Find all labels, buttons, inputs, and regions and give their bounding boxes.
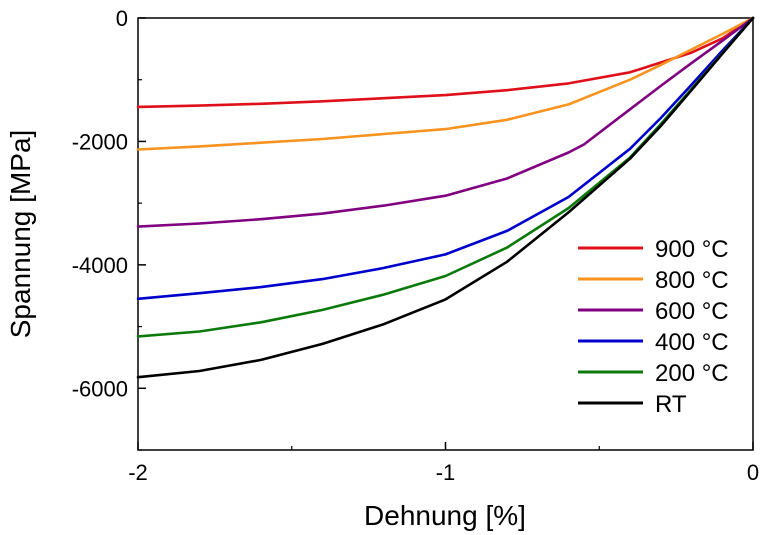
series-line-3 bbox=[136, 16, 755, 301]
x-tick-label: 0 bbox=[747, 460, 759, 485]
legend-label: 800 °C bbox=[655, 267, 729, 294]
x-tick-label: -1 bbox=[436, 460, 456, 485]
legend-label: 200 °C bbox=[655, 360, 729, 387]
series-line-0 bbox=[136, 16, 755, 109]
y-tick-label: -2000 bbox=[72, 129, 128, 154]
legend-label: 900 °C bbox=[655, 236, 729, 263]
legend: 900 °C 800 °C 600 °C 400 °C 200 °C RT bbox=[578, 236, 729, 418]
x-axis-label: Dehnung [%] bbox=[364, 500, 526, 531]
x-tick-label: -2 bbox=[128, 460, 148, 485]
series-line-5 bbox=[136, 16, 755, 379]
legend-label: 600 °C bbox=[655, 298, 729, 325]
axis-ticks bbox=[137, 17, 754, 451]
series-line-2 bbox=[136, 16, 755, 228]
y-axis-label: Spannung [MPa] bbox=[5, 130, 36, 339]
series-lines bbox=[136, 16, 755, 379]
legend-label: RT bbox=[655, 391, 687, 418]
series-line-1 bbox=[136, 16, 755, 151]
y-tick-label: -4000 bbox=[72, 253, 128, 278]
y-tick-label: 0 bbox=[116, 6, 128, 31]
tick-labels: -2 -1 0 0 -2000 -4000 -6000 bbox=[72, 6, 759, 485]
y-tick-label: -6000 bbox=[72, 376, 128, 401]
legend-label: 400 °C bbox=[655, 329, 729, 356]
